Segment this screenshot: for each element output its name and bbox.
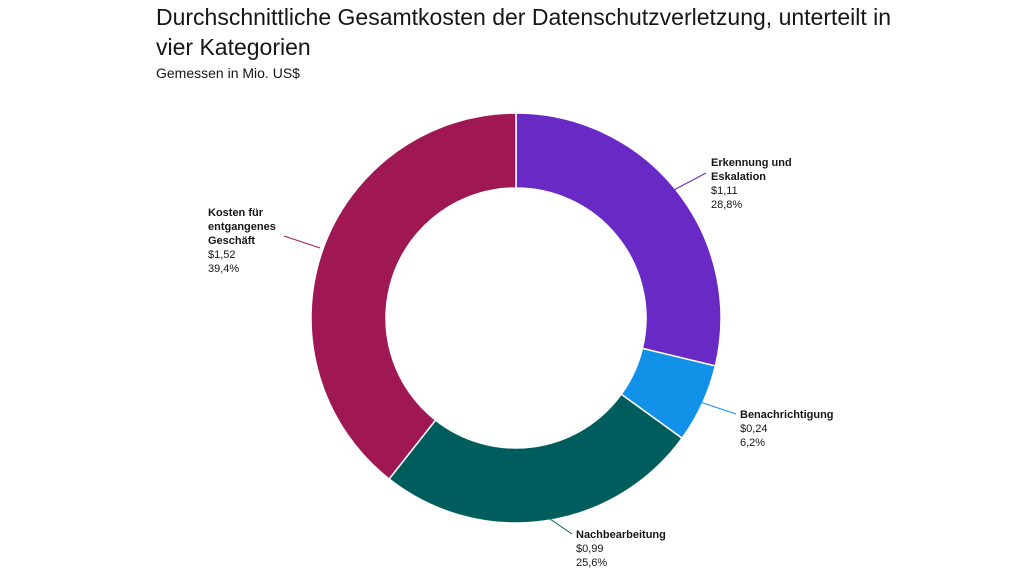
slice-label-percent: 39,4% bbox=[208, 263, 239, 275]
slice-label-3: Nachbearbeitung $0,99 25,6% bbox=[576, 529, 666, 569]
donut-slice-3 bbox=[388, 393, 684, 524]
chart-title: Durchschnittliche Gesamtkosten der Daten… bbox=[156, 4, 892, 60]
slice-label-name: entgangenes bbox=[208, 221, 276, 233]
slice-label-percent: 6,2% bbox=[740, 437, 765, 449]
slice-label-value: $1,11 bbox=[711, 185, 738, 197]
slice-label-name: Nachbearbeitung bbox=[576, 529, 666, 541]
slice-label-name: Erkennung und bbox=[711, 157, 792, 169]
slice-label-4: Kosten für entgangenes Geschäft $1,52 39,4% bbox=[208, 207, 276, 275]
slice-label-2: Benachrichtigung $0,24 6,2% bbox=[740, 409, 834, 449]
donut-slice-1 bbox=[515, 112, 722, 367]
slice-label-name: Benachrichtigung bbox=[740, 409, 834, 421]
leader-line-3 bbox=[549, 518, 573, 535]
slice-label-name: Eskalation bbox=[711, 171, 766, 183]
slice-label-name: Geschäft bbox=[208, 235, 255, 247]
leader-line-4 bbox=[283, 235, 321, 249]
slice-label-1: Erkennung und Eskalation $1,11 28,8% bbox=[711, 157, 792, 211]
slice-label-percent: 28,8% bbox=[711, 199, 742, 211]
donut-slice-4 bbox=[310, 112, 517, 481]
slice-label-value: $1,52 bbox=[208, 249, 236, 261]
leader-line-2 bbox=[699, 401, 737, 415]
slice-label-value: $0,99 bbox=[576, 543, 604, 555]
slice-label-value: $0,24 bbox=[740, 423, 768, 435]
leader-line-1 bbox=[671, 172, 707, 192]
chart-subtitle: Gemessen in Mio. US$ bbox=[156, 65, 300, 81]
slice-label-percent: 25,6% bbox=[576, 557, 607, 569]
slice-label-name: Kosten für bbox=[208, 207, 264, 219]
